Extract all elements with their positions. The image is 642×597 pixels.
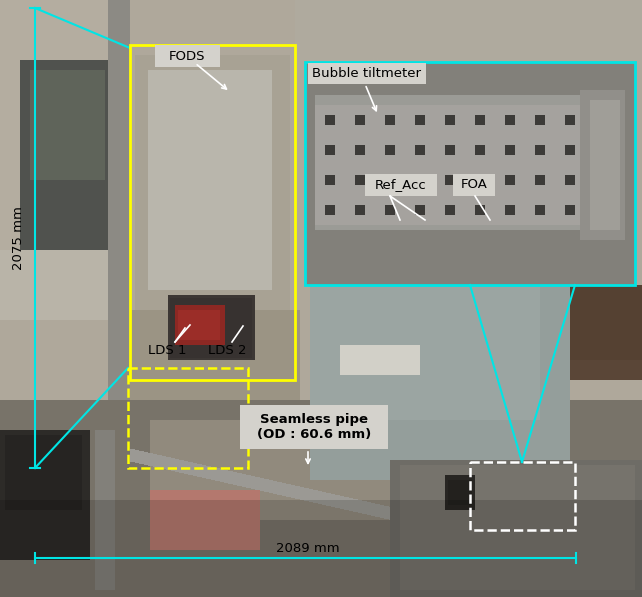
FancyBboxPatch shape: [308, 63, 426, 84]
FancyBboxPatch shape: [365, 174, 437, 196]
Text: Seamless pipe
(OD : 60.6 mm): Seamless pipe (OD : 60.6 mm): [257, 413, 371, 441]
Bar: [305, 62, 635, 285]
Text: FODS: FODS: [169, 50, 205, 63]
Bar: [130, 45, 295, 380]
FancyBboxPatch shape: [240, 405, 388, 449]
FancyBboxPatch shape: [155, 45, 220, 67]
FancyBboxPatch shape: [453, 174, 495, 196]
Text: 2075 mm: 2075 mm: [12, 206, 24, 270]
Bar: [470, 462, 575, 530]
Text: LDS 1: LDS 1: [148, 344, 186, 358]
Text: FOA: FOA: [460, 179, 487, 192]
Text: Bubble tiltmeter: Bubble tiltmeter: [313, 67, 422, 80]
Text: LDS 2: LDS 2: [208, 344, 247, 358]
Bar: [128, 368, 248, 468]
Text: Ref_Acc: Ref_Acc: [375, 179, 427, 192]
Text: 2089 mm: 2089 mm: [276, 541, 340, 555]
